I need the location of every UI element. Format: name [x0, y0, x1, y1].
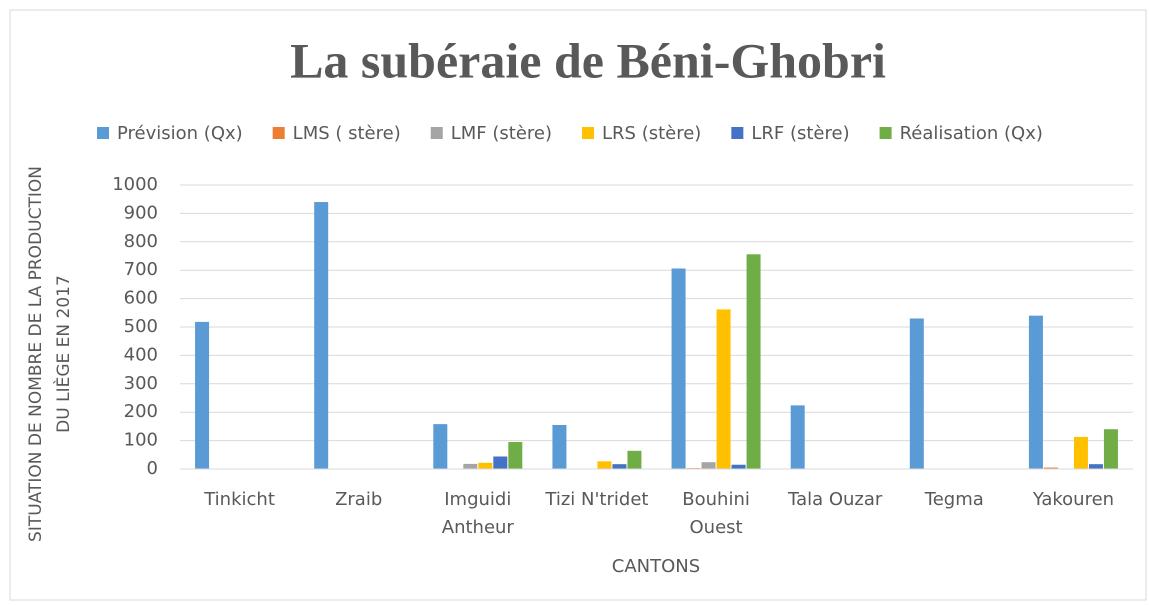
- bar: [671, 268, 686, 469]
- x-tick-label: Yakouren: [1032, 489, 1115, 510]
- bar: [612, 464, 627, 469]
- x-tick-label: Tala Ouzar: [788, 489, 883, 510]
- legend-label: Prévision (Qx): [117, 123, 243, 144]
- bar: [627, 450, 642, 469]
- y-tick-label: 1000: [112, 174, 158, 195]
- y-tick-label: 200: [124, 401, 158, 422]
- y-tick-label: 700: [124, 259, 158, 280]
- legend-swatch: [879, 127, 892, 139]
- bar: [433, 424, 448, 469]
- y-tick-label: 300: [124, 373, 158, 394]
- legend-label: LMF (stère): [451, 123, 552, 144]
- legend-swatch: [582, 127, 595, 139]
- x-tick-label: Bouhini Ouest: [682, 489, 750, 538]
- bar: [790, 405, 805, 469]
- legend-swatch: [430, 127, 443, 139]
- bar: [493, 456, 508, 469]
- y-tick-label: 500: [124, 316, 158, 337]
- y-tick-label: 100: [124, 430, 158, 451]
- legend-label: LRF (stère): [751, 123, 849, 144]
- y-tick-label: 600: [124, 288, 158, 309]
- legend-label: Réalisation (Qx): [900, 123, 1043, 144]
- bar: [508, 442, 523, 469]
- x-tick-label: Tinkicht: [204, 489, 275, 510]
- x-tick-label: Imguidi Antheur: [441, 489, 514, 538]
- legend-label: LRS (stère): [602, 123, 701, 144]
- bar: [716, 309, 731, 469]
- x-tick-label: Tegma: [924, 489, 984, 510]
- bar: [1073, 436, 1088, 469]
- y-axis-title: SITUATION DE NOMBRE DE LA PRODUCTION DU …: [26, 166, 74, 542]
- bar: [314, 202, 329, 470]
- chart-border: [9, 9, 1147, 601]
- legend-swatch: [97, 127, 109, 139]
- bar: [731, 464, 746, 469]
- bar: [909, 318, 924, 469]
- bar: [1043, 467, 1058, 469]
- bar: [478, 462, 493, 469]
- legend-label: LMS ( stère): [293, 123, 401, 144]
- bar: [597, 461, 612, 469]
- legend-swatch: [731, 127, 744, 139]
- bar: [1088, 464, 1103, 469]
- bar: [195, 321, 210, 469]
- chart-title: La subéraie de Béni-Ghobri: [290, 32, 886, 88]
- y-tick-label: 900: [124, 202, 158, 223]
- x-axis-title: CANTONS: [612, 556, 700, 577]
- y-tick-label: 800: [124, 231, 158, 252]
- bar: [1028, 315, 1043, 469]
- legend-swatch: [272, 127, 285, 139]
- bar: [463, 463, 478, 469]
- y-tick-label: 400: [124, 344, 158, 365]
- bar: [746, 254, 761, 469]
- bar: [701, 462, 716, 469]
- bar: [552, 424, 567, 469]
- x-tick-label: Zraib: [335, 489, 383, 510]
- x-tick-label: Tizi N'tridet: [545, 489, 649, 510]
- bar: [1103, 429, 1118, 469]
- y-tick-label: 0: [147, 458, 158, 479]
